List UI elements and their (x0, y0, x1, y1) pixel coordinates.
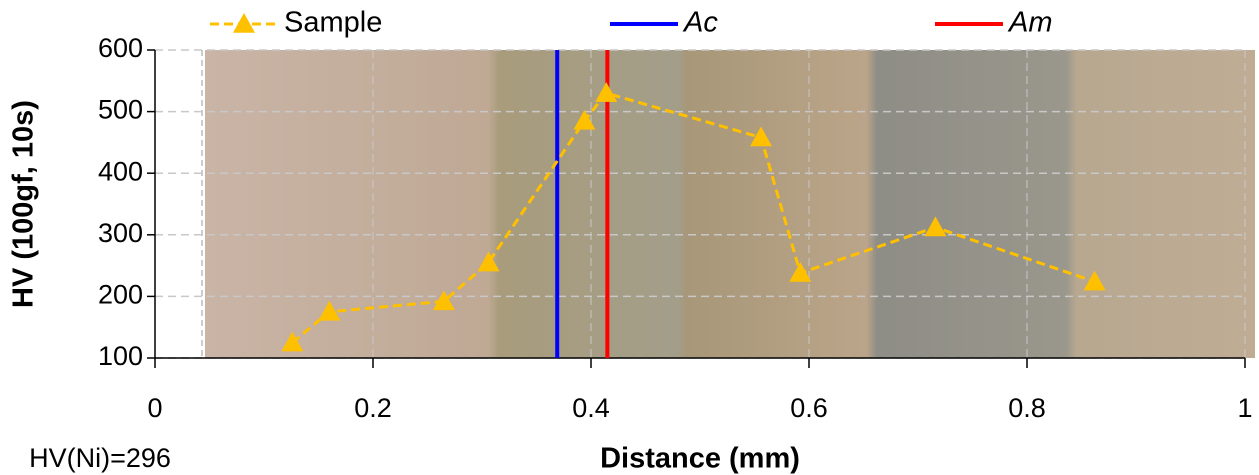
y-tick-label: 200 (98, 280, 143, 310)
legend-label: Ac (682, 7, 718, 39)
chart: HV(Ni)=296 Distance (mm) HV (100gf, 10s)… (0, 0, 1259, 475)
legend-label: Sample (284, 7, 382, 39)
x-tick-label: 0.6 (790, 393, 828, 423)
y-axis-label: HV (100gf, 10s) (8, 100, 40, 308)
annotation: HV(Ni)=296 (29, 443, 171, 473)
legend-label: Am (1007, 7, 1053, 39)
x-tick-label: 1 (1237, 393, 1252, 423)
micrograph-background (205, 50, 1255, 358)
y-tick-label: 600 (98, 33, 143, 63)
x-axis-label: Distance (mm) (600, 443, 800, 475)
legend-marker (233, 13, 255, 33)
x-tick-label: 0.4 (572, 393, 610, 423)
y-tick-label: 100 (98, 341, 143, 371)
x-tick-label: 0 (147, 393, 162, 423)
x-tick-label: 0.8 (1008, 393, 1046, 423)
y-tick-label: 400 (98, 156, 143, 186)
x-tick-label: 0.2 (354, 393, 392, 423)
y-tick-label: 300 (98, 218, 143, 248)
y-tick-label: 500 (98, 95, 143, 125)
